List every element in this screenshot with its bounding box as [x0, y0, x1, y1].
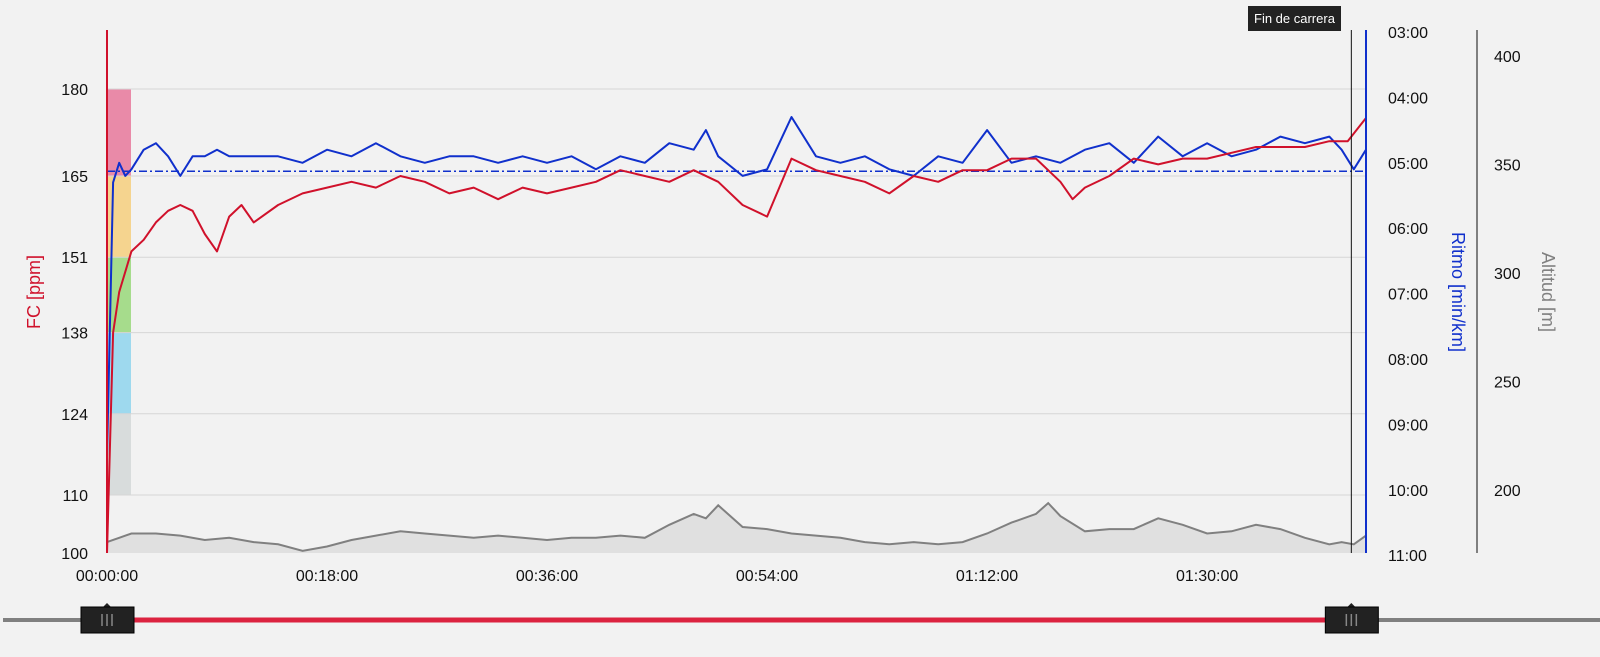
x-tick-label: 00:00:00 — [76, 568, 138, 585]
hr-zone-band — [107, 176, 131, 258]
handle-arrow-icon — [1347, 603, 1356, 607]
hr-line — [106, 117, 1367, 554]
pace-tick-label: 11:00 — [1388, 548, 1427, 565]
hr-zone-band — [107, 89, 131, 176]
hr-tick-label: 138 — [61, 326, 88, 343]
x-tick-label: 01:12:00 — [956, 568, 1018, 585]
altitude-area — [107, 503, 1366, 553]
x-tick-label: 00:18:00 — [296, 568, 358, 585]
end-of-race-tooltip: Fin de carrera — [1248, 6, 1341, 31]
hr-tick-label: 100 — [61, 546, 88, 563]
x-tick-label: 00:36:00 — [516, 568, 578, 585]
altitude-line — [106, 501, 1367, 552]
pace-line — [106, 116, 1367, 458]
hr-tick-label: 124 — [61, 407, 88, 424]
handle-arrow-icon — [103, 603, 111, 607]
alt-tick-label: 250 — [1494, 375, 1521, 392]
alt-tick-label: 200 — [1494, 483, 1521, 500]
pace-tick-label: 10:00 — [1388, 483, 1428, 500]
pace-tick-label: 08:00 — [1388, 352, 1428, 369]
hr-tick-label: 165 — [61, 169, 88, 186]
pace-axis-label: Ritmo [min/km] — [1448, 232, 1468, 352]
hr-axis-label: FC [ppm] — [24, 255, 44, 329]
pace-tick-label: 06:00 — [1388, 221, 1428, 238]
pace-tick-label: 03:00 — [1388, 25, 1428, 42]
pace-tick-label: 04:00 — [1388, 90, 1428, 107]
alt-axis-label: Altitud [m] — [1538, 252, 1558, 332]
hr-tick-label: 180 — [61, 82, 88, 99]
pace-tick-label: 07:00 — [1388, 287, 1428, 304]
plot-area — [107, 30, 1366, 553]
alt-tick-label: 400 — [1494, 49, 1521, 66]
alt-tick-label: 350 — [1494, 158, 1521, 175]
x-tick-label: 01:30:00 — [1176, 568, 1238, 585]
hr-tick-label: 110 — [62, 488, 88, 505]
pace-tick-label: 09:00 — [1388, 417, 1428, 434]
pace-tick-label: 05:00 — [1388, 156, 1428, 173]
alt-tick-label: 300 — [1494, 266, 1521, 283]
x-tick-label: 00:54:00 — [736, 568, 798, 585]
hr-tick-label: 151 — [61, 250, 88, 267]
